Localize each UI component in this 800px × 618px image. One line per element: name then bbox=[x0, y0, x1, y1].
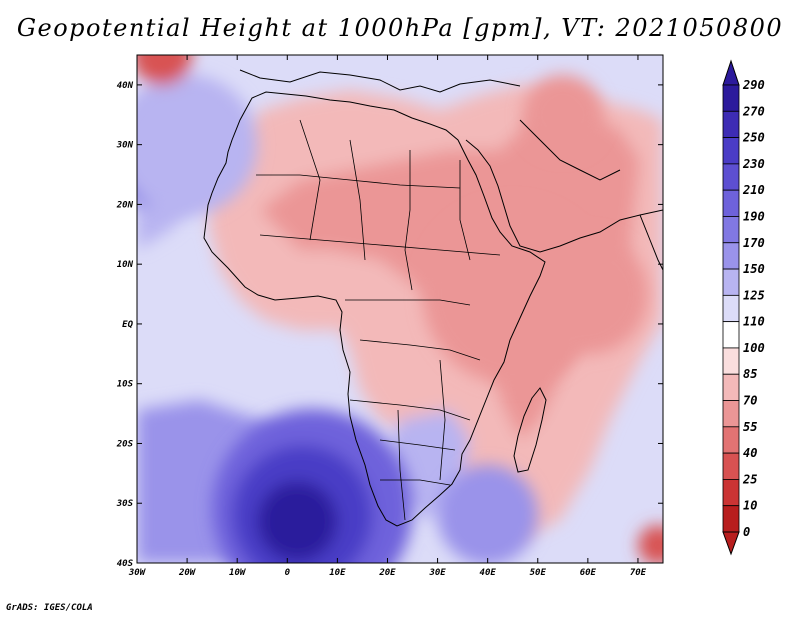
colorbar-segment bbox=[722, 505, 740, 533]
colorbar-segment bbox=[722, 216, 740, 244]
field-blob bbox=[137, 55, 193, 86]
lat-tick-label: 40N bbox=[117, 81, 134, 91]
colorbar-segment bbox=[722, 84, 740, 112]
lat-tick-label: 20S bbox=[116, 439, 134, 449]
colorbar-segment bbox=[722, 189, 740, 217]
colorbar-segment bbox=[722, 268, 740, 296]
map-title: Geopotential Height at 1000hPa [gpm], VT… bbox=[16, 14, 784, 42]
field-blob bbox=[527, 233, 648, 355]
colorbar-segment bbox=[722, 110, 740, 138]
lon-tick-label: 50E bbox=[530, 568, 547, 578]
colorbar-segment bbox=[722, 400, 740, 428]
colorbar-segment bbox=[722, 452, 740, 480]
colorbar-segment bbox=[722, 137, 740, 165]
lon-tick-label: 30W bbox=[128, 568, 147, 578]
lon-tick-label: 20E bbox=[378, 568, 396, 578]
africa-coastline bbox=[203, 91, 546, 527]
colorbar-level-label: 100 bbox=[743, 341, 765, 355]
lat-tick-label: 30N bbox=[116, 141, 134, 151]
colorbar-level-label: 70 bbox=[743, 394, 757, 408]
lat-tick-label: 20N bbox=[116, 200, 134, 210]
field-blob bbox=[257, 481, 338, 562]
colorbar-level-label: 40 bbox=[743, 446, 757, 460]
credit-label: GrADS: IGES/COLA bbox=[6, 603, 93, 613]
lat-tick-label: 10N bbox=[117, 260, 134, 270]
colorbar-level-label: 270 bbox=[742, 104, 765, 118]
lon-tick-label: 20W bbox=[178, 568, 197, 578]
colorbar-segment bbox=[722, 479, 740, 507]
lon-tick-label: 60E bbox=[580, 568, 597, 578]
india-coastline bbox=[639, 214, 663, 271]
plot-frame bbox=[136, 54, 664, 564]
arabia-coastline bbox=[465, 139, 663, 253]
lon-tick-label: 30E bbox=[428, 568, 446, 578]
colorbar-level-label: 25 bbox=[742, 472, 757, 486]
lon-tick-label: 10W bbox=[229, 568, 247, 578]
colorbar-level-label: 10 bbox=[743, 499, 757, 513]
colorbar-segment bbox=[722, 426, 740, 454]
lat-tick-label: 30S bbox=[116, 499, 134, 509]
lon-tick-label: 10E bbox=[329, 568, 346, 578]
lon-tick-label: 0 bbox=[285, 568, 291, 578]
lon-tick-label: 70E bbox=[630, 568, 647, 578]
colorbar-min-arrow bbox=[722, 531, 740, 556]
colorbar-level-label: 150 bbox=[743, 262, 765, 276]
colorbar-level-label: 290 bbox=[742, 78, 765, 92]
field-blob bbox=[637, 525, 663, 563]
coastline-layer bbox=[203, 69, 663, 527]
lon-tick-label: 40E bbox=[480, 568, 497, 578]
colorbar-segment bbox=[722, 294, 740, 323]
colorbar-segment bbox=[722, 347, 740, 375]
gulf-coastline bbox=[519, 119, 621, 181]
field-blob bbox=[437, 465, 538, 563]
colorbar-level-label: 110 bbox=[743, 315, 765, 329]
field-blob bbox=[137, 74, 258, 215]
country-borders bbox=[256, 119, 501, 521]
colorbar-level-label: 170 bbox=[743, 236, 765, 250]
colorbar-level-label: 125 bbox=[743, 288, 765, 302]
axis-ticks: 30W 20W 10W 0 10E 20E 30E 40E 50E 60E 70E 40N 30N 20N… bbox=[116, 55, 663, 578]
lat-tick-label: 40S bbox=[117, 559, 134, 569]
colorbar-segment bbox=[722, 242, 740, 270]
field-blob bbox=[522, 74, 603, 155]
madagascar-coastline bbox=[513, 387, 547, 473]
colorbar-level-label: 85 bbox=[743, 367, 757, 381]
colorbar-level-label: 230 bbox=[742, 157, 765, 171]
colorbar-segment bbox=[722, 373, 740, 401]
height-field bbox=[137, 55, 663, 563]
colorbar-level-label: 190 bbox=[743, 209, 765, 223]
colorbar-segment bbox=[722, 321, 740, 349]
mediterranean-north-coast bbox=[239, 69, 521, 93]
colorbar-max-arrow bbox=[722, 59, 740, 86]
colorbar-level-label: 55 bbox=[743, 420, 757, 434]
lat-tick-label: 10S bbox=[117, 380, 134, 390]
colorbar-segment bbox=[722, 163, 740, 191]
color-bar: 2902702502302101901701501251101008570554… bbox=[722, 59, 765, 556]
colorbar-level-label: 250 bbox=[742, 131, 765, 145]
colorbar-level-label: 0 bbox=[743, 525, 750, 539]
colorbar-level-label: 210 bbox=[742, 183, 765, 197]
lat-tick-label: EQ bbox=[122, 320, 133, 330]
